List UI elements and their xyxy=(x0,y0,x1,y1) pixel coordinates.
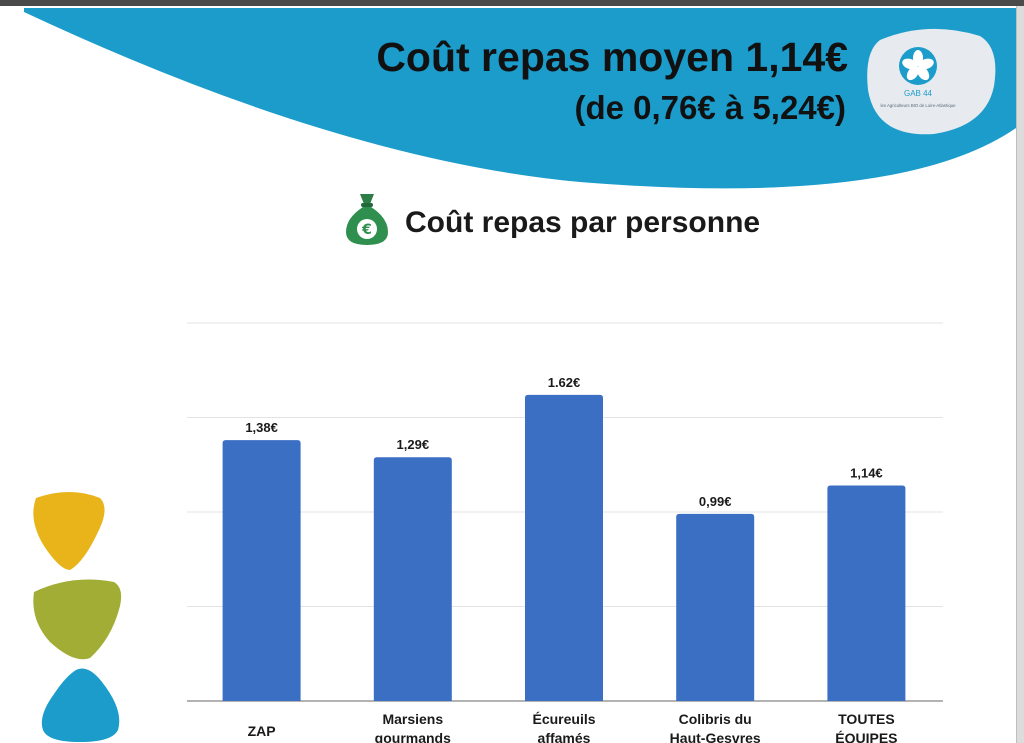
chart-bars xyxy=(222,394,906,701)
data-label: 1,38€ xyxy=(245,420,278,435)
x-tick-label: affamés xyxy=(538,730,591,743)
decorative-blob-yellow xyxy=(33,492,105,570)
bar xyxy=(525,394,603,701)
header-banner xyxy=(24,8,1016,189)
x-tick-label: Colibris du xyxy=(679,711,752,727)
bar xyxy=(373,457,452,701)
bar xyxy=(827,485,906,701)
page-title: Coût repas moyen 1,14€ xyxy=(376,34,848,80)
gab44-logo: GAB 44 les Agriculteurs BIO de Loire-Atl… xyxy=(867,28,996,135)
x-tick-label: Écureuils xyxy=(532,711,595,727)
banner-swoosh xyxy=(24,8,1016,189)
x-tick-label: ZAP xyxy=(248,723,276,739)
bar xyxy=(222,440,301,701)
x-tick-label: Haut-Gesvres xyxy=(670,730,761,743)
chart-labels: 1,38€ ZAP 1,29€ Marsiens gourmands 1.62€ Écure… xyxy=(245,375,897,743)
x-tick-label: ÉQUIPES xyxy=(835,730,897,743)
decorative-blob-olive xyxy=(33,579,122,660)
logo-name: GAB 44 xyxy=(904,89,933,98)
x-tick-label: Marsiens xyxy=(382,711,443,727)
svg-text:€: € xyxy=(361,222,372,238)
money-bag-euro-icon: € xyxy=(346,194,388,245)
window-right-edge xyxy=(1016,6,1024,743)
data-label: 0,99€ xyxy=(699,494,732,509)
data-label: 1,14€ xyxy=(850,466,883,481)
data-label: 1,29€ xyxy=(397,437,430,452)
logo-tagline: les Agriculteurs BIO de Loire-Atlantique xyxy=(881,103,957,108)
top-bar xyxy=(0,0,1024,6)
chart-title: Coût repas par personne xyxy=(405,206,761,239)
page-subtitle: (de 0,76€ à 5,24€) xyxy=(574,89,846,126)
x-tick-label: gourmands xyxy=(375,730,451,743)
x-tick-label: TOUTES xyxy=(838,711,895,727)
bar xyxy=(676,513,755,701)
decorative-blob-blue xyxy=(41,668,120,742)
data-label: 1.62€ xyxy=(548,375,581,390)
